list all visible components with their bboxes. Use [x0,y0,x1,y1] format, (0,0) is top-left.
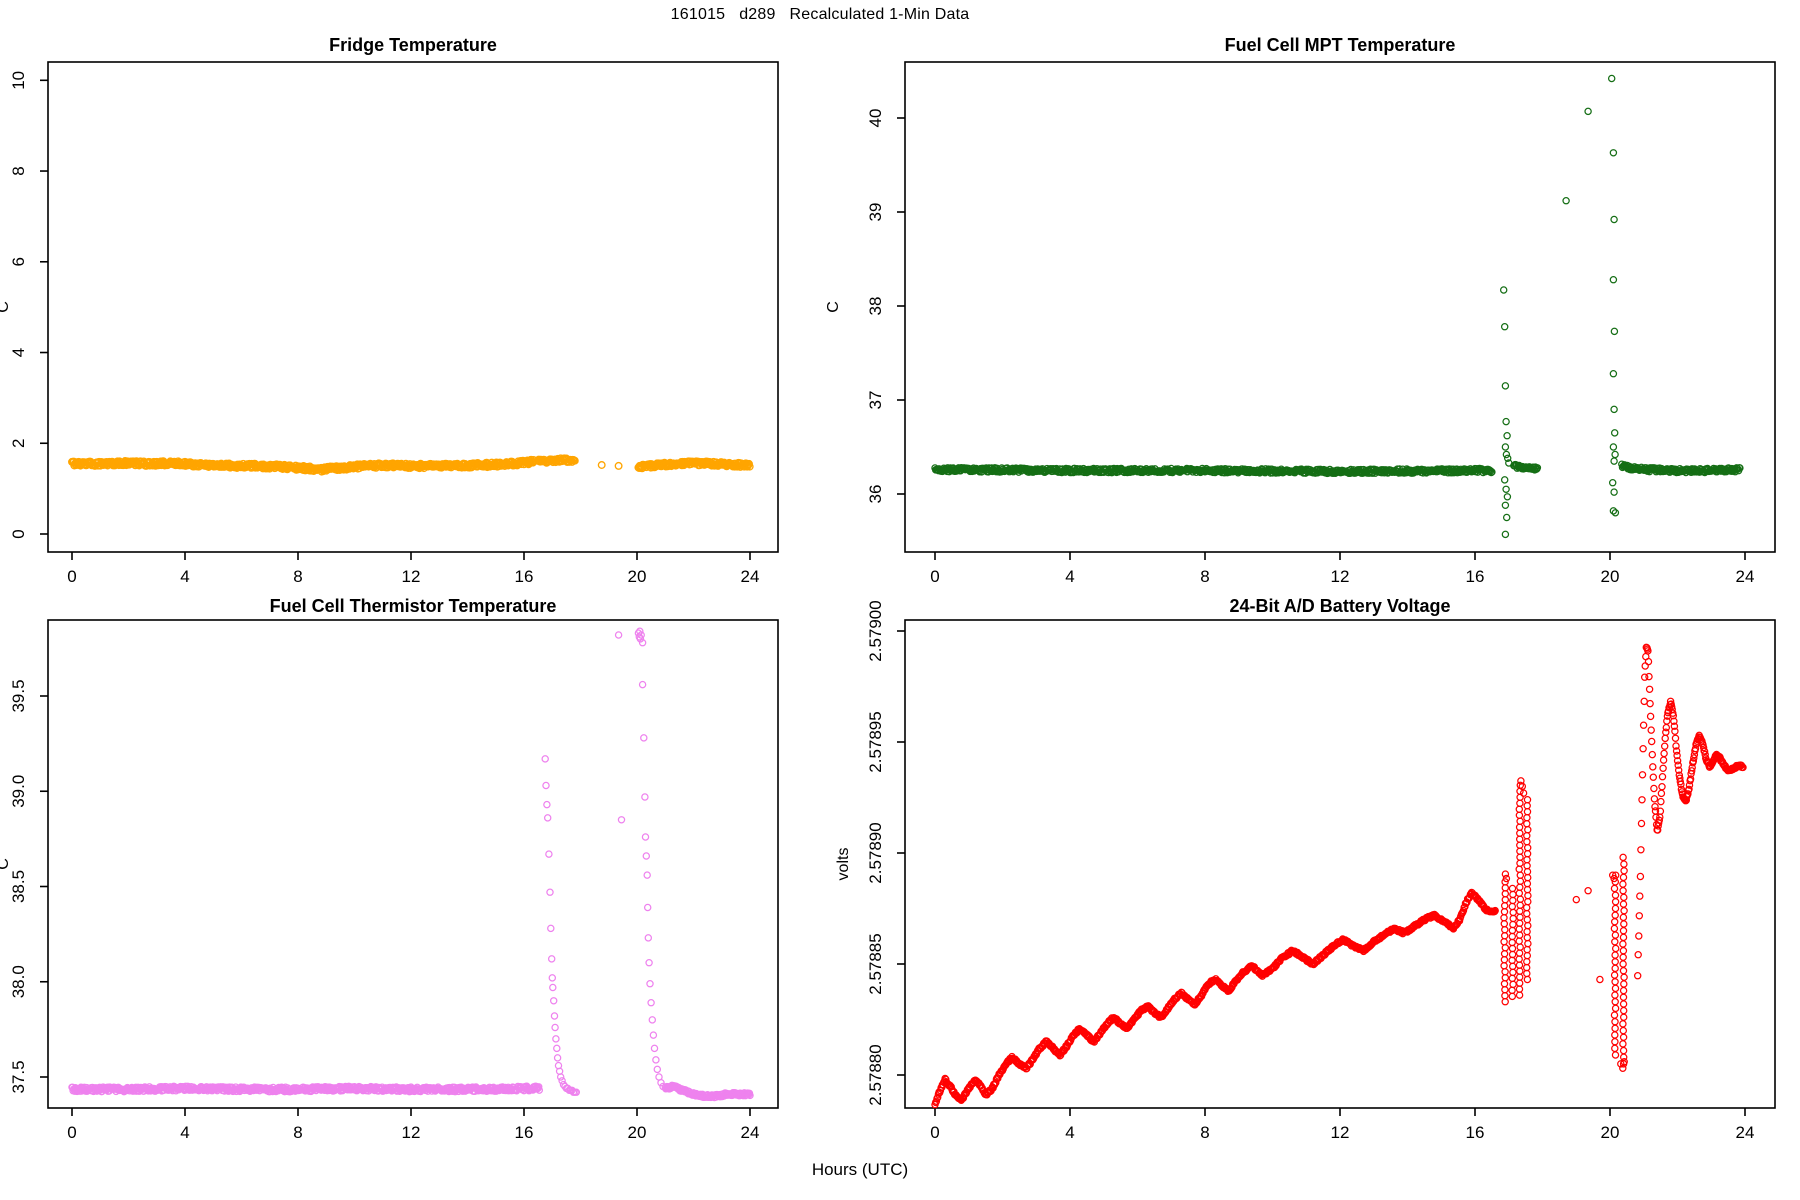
x-axis-title: Hours (UTC) [811,1160,909,1179]
y-tick-label: 39.0 [9,775,28,808]
x-tick-label: 20 [1601,1123,1620,1142]
y-axis-label: C [825,301,842,313]
x-tick-label: 0 [67,567,76,586]
x-tick-label: 8 [293,567,302,586]
x-tick-label: 24 [1736,567,1755,586]
mpt-plot: 0 4 8 12 16 20 24 36 37 38 39 40 Fuel Cell MPT Tempe… [825,35,1776,586]
x-tick-label: 20 [628,1123,647,1142]
x-tick-label: 12 [402,1123,421,1142]
figure-title: 161015 d289 Recalculated 1-Min Data [670,6,970,23]
x-tick-label: 12 [1331,567,1350,586]
y-tick-label: 2.57885 [866,933,885,994]
x-tick-label: 16 [1466,1123,1485,1142]
y-tick-label: 4 [9,348,28,357]
plot-box [904,619,1776,1109]
y-tick-label: 6 [9,257,28,266]
panel-title: Fuel Cell MPT Temperature [1225,35,1456,55]
y-tick-label: 38.5 [9,870,28,903]
x-tick-label: 4 [180,1123,189,1142]
y-tick-label: 36 [866,485,885,504]
x-tick-label: 8 [293,1123,302,1142]
x-tick-label: 16 [1466,567,1485,586]
y-tick-label: 2.57900 [866,600,885,661]
y-tick-label: 38.0 [9,965,28,998]
battery-plot: 0 4 8 12 16 20 24 2.57880 2.57885 2.57890 2.57895 2… [835,596,1776,1142]
x-tick-label: 16 [515,1123,534,1142]
y-tick-label: 37.5 [9,1060,28,1093]
y-tick-label: 10 [9,71,28,90]
y-axis-label: C [0,858,12,870]
y-tick-label: 2.57890 [866,822,885,883]
panel-title: Fridge Temperature [329,35,497,55]
points-series [68,627,754,1102]
panel-title: Fuel Cell Thermistor Temperature [270,596,557,616]
x-tick-label: 0 [930,567,939,586]
x-tick-label: 20 [628,567,647,586]
plot-box [904,61,1776,553]
x-tick-label: 4 [1065,1123,1074,1142]
points-series [68,454,754,476]
y-tick-label: 0 [9,529,28,538]
plot-box [47,61,779,553]
y-tick-label: 2 [9,439,28,448]
x-tick-label: 0 [930,1123,939,1142]
y-tick-label: 39.5 [9,679,28,712]
x-tick-label: 24 [741,567,760,586]
x-tick-label: 4 [180,567,189,586]
panel-title: 24-Bit A/D Battery Voltage [1229,596,1450,616]
y-tick-label: 8 [9,166,28,175]
x-tick-label: 8 [1200,567,1209,586]
points-series [931,74,1744,539]
y-tick-label: 39 [866,203,885,222]
y-axis-label: C [0,301,12,313]
therm-plot: 0 4 8 12 16 20 24 37.5 38.0 38.5 39.0 39.5 Fuel Cell… [0,596,779,1142]
y-tick-label: 38 [866,297,885,316]
points-series [931,643,1747,1109]
y-axis-label: volts [835,848,852,881]
y-tick-label: 37 [866,391,885,410]
x-tick-label: 8 [1200,1123,1209,1142]
x-tick-label: 24 [741,1123,760,1142]
x-tick-label: 12 [1331,1123,1350,1142]
y-tick-label: 2.57880 [866,1044,885,1105]
y-tick-label: 40 [866,109,885,128]
x-tick-label: 20 [1601,567,1620,586]
x-tick-label: 24 [1736,1123,1755,1142]
x-tick-label: 12 [402,567,421,586]
x-tick-label: 4 [1065,567,1074,586]
x-tick-label: 16 [515,567,534,586]
x-tick-label: 0 [67,1123,76,1142]
plot-box [47,619,779,1109]
y-tick-label: 2.57895 [866,711,885,772]
